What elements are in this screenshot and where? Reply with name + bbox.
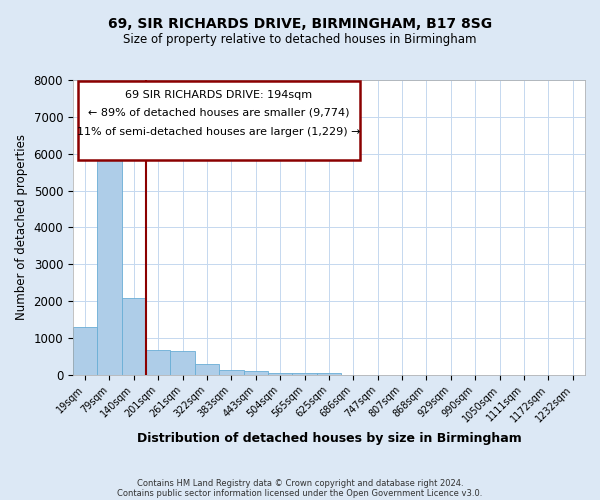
Text: Size of property relative to detached houses in Birmingham: Size of property relative to detached ho…	[123, 32, 477, 46]
FancyBboxPatch shape	[78, 82, 359, 160]
Y-axis label: Number of detached properties: Number of detached properties	[15, 134, 28, 320]
Bar	[268, 372, 292, 374]
Text: 69 SIR RICHARDS DRIVE: 194sqm: 69 SIR RICHARDS DRIVE: 194sqm	[125, 90, 313, 101]
Text: 69, SIR RICHARDS DRIVE, BIRMINGHAM, B17 8SG: 69, SIR RICHARDS DRIVE, BIRMINGHAM, B17 …	[108, 18, 492, 32]
Text: ← 89% of detached houses are smaller (9,774): ← 89% of detached houses are smaller (9,…	[88, 108, 350, 118]
Bar	[170, 351, 195, 374]
Bar	[317, 372, 341, 374]
Text: Contains public sector information licensed under the Open Government Licence v3: Contains public sector information licen…	[118, 488, 482, 498]
Bar	[244, 371, 268, 374]
Bar	[219, 370, 244, 374]
Bar	[292, 373, 317, 374]
Bar	[97, 136, 122, 374]
X-axis label: Distribution of detached houses by size in Birmingham: Distribution of detached houses by size …	[137, 432, 521, 445]
Text: Contains HM Land Registry data © Crown copyright and database right 2024.: Contains HM Land Registry data © Crown c…	[137, 478, 463, 488]
Bar	[195, 364, 219, 374]
Bar	[122, 298, 146, 374]
Text: 11% of semi-detached houses are larger (1,229) →: 11% of semi-detached houses are larger (…	[77, 127, 361, 137]
Bar	[146, 350, 170, 374]
Bar	[73, 327, 97, 374]
